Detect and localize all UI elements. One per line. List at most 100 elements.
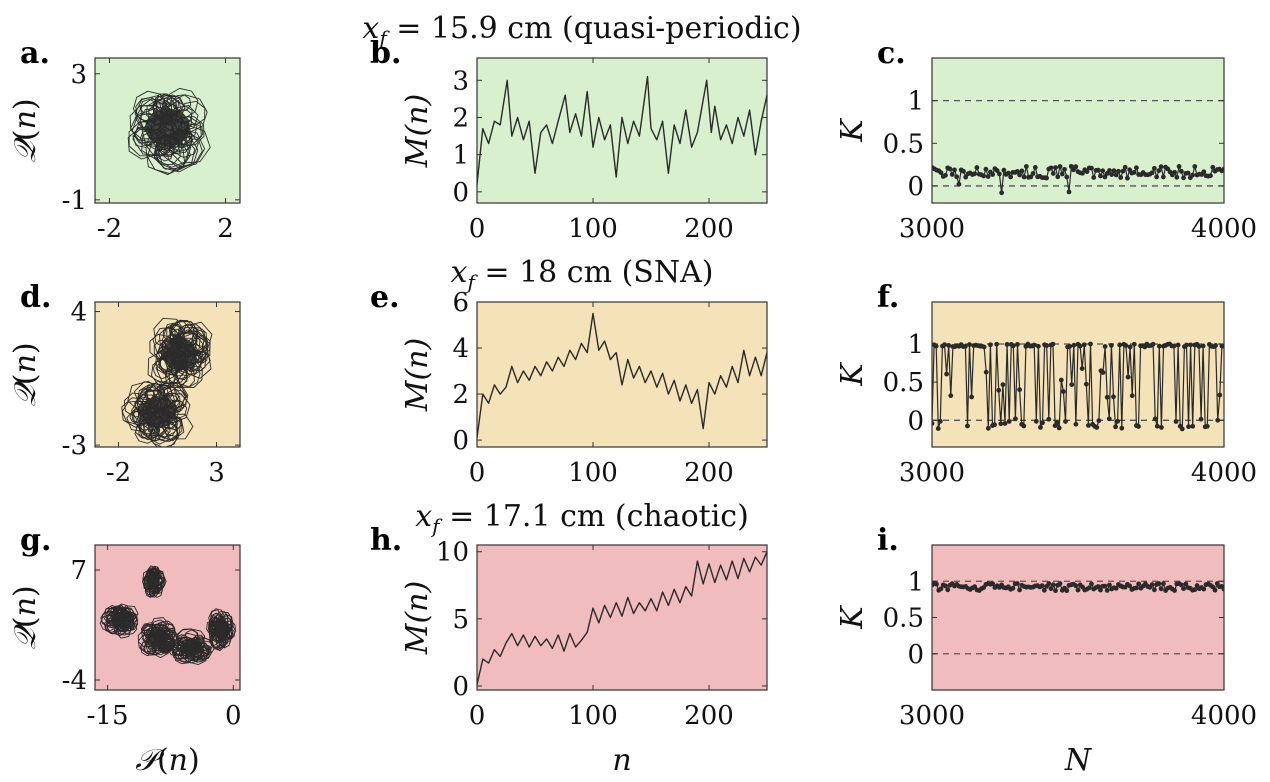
- plot-area: [477, 551, 767, 685]
- y-tick-label: 10: [436, 538, 469, 568]
- x-tick-label: 200: [684, 458, 734, 488]
- y-tick-label: 4: [70, 298, 87, 328]
- k-point: [1104, 587, 1110, 593]
- trajectory-loop: [157, 136, 196, 172]
- y-tick-label: 1: [907, 330, 924, 360]
- x-axis-label: n: [612, 743, 631, 778]
- k-point: [1172, 588, 1177, 593]
- y-tick-label: -4: [62, 666, 87, 696]
- k-point: [1192, 164, 1198, 169]
- plot-area: [932, 341, 1224, 432]
- k-point: [1118, 175, 1124, 180]
- y-axis-label: M(n): [400, 338, 435, 412]
- k-point: [946, 343, 952, 348]
- k-point: [1188, 342, 1194, 348]
- k-point: [1185, 170, 1191, 176]
- k-point: [981, 344, 987, 350]
- k-point: [1136, 424, 1141, 429]
- k-point: [1005, 170, 1011, 176]
- trajectory-loop: [215, 610, 229, 628]
- k-point: [1075, 587, 1081, 593]
- k-point: [1091, 175, 1097, 180]
- y-tick-label: 3: [452, 66, 469, 96]
- k-point: [1107, 168, 1112, 173]
- k-point: [942, 342, 947, 348]
- k-point: [1217, 392, 1223, 398]
- y-axis-label: M(n): [400, 94, 435, 168]
- axes-frame: [94, 544, 241, 691]
- plot-background: [932, 545, 1224, 690]
- k-point: [961, 168, 966, 174]
- k-point: [1201, 586, 1207, 592]
- trajectory-core: [147, 629, 169, 647]
- k-point: [937, 418, 943, 424]
- k-point: [1108, 342, 1114, 348]
- k-point: [1123, 343, 1129, 348]
- k-point: [1069, 382, 1075, 388]
- k-point: [949, 172, 955, 177]
- panel-c: 3000 4000 0 0.5 1 Kc.: [835, 36, 1257, 244]
- k-point: [1176, 164, 1182, 169]
- k-point: [1063, 419, 1068, 424]
- panel-label: g.: [20, 523, 51, 558]
- k-point: [1117, 342, 1123, 348]
- y-tick-label: 0: [907, 406, 924, 436]
- x-tick-label: -2: [97, 214, 122, 244]
- k-point: [972, 171, 978, 177]
- x-tick-label: 3000: [899, 701, 965, 731]
- k-point: [1159, 424, 1164, 430]
- k-point: [1183, 581, 1189, 587]
- k-point: [1073, 583, 1079, 589]
- k-point: [1053, 165, 1058, 171]
- k-point: [1125, 374, 1131, 380]
- panel-label: b.: [370, 36, 401, 71]
- y-tick-label: 2: [452, 103, 469, 133]
- series-line: [477, 551, 767, 685]
- k-point: [1056, 425, 1062, 431]
- x-tick-label: -15: [87, 701, 129, 731]
- k-point: [1019, 168, 1025, 174]
- panel-label: i.: [877, 523, 899, 558]
- k-point: [1054, 420, 1060, 426]
- k-point: [1081, 342, 1087, 348]
- k-point: [1077, 343, 1083, 349]
- k-point: [1050, 171, 1056, 176]
- plot-area: [121, 317, 213, 447]
- k-point: [1041, 587, 1047, 593]
- k-point: [945, 587, 951, 593]
- k-point: [1017, 387, 1022, 393]
- axes-frame: [476, 301, 768, 448]
- k-point: [1094, 425, 1100, 430]
- k-point: [983, 166, 989, 172]
- y-tick-label: 6: [452, 288, 469, 318]
- k-point: [1196, 344, 1202, 349]
- k-point: [1113, 585, 1119, 591]
- k-point: [1079, 366, 1085, 371]
- k-point: [994, 341, 1000, 347]
- panel-d: -2 3 -3 4 𝒬(n) d.: [8, 280, 241, 488]
- chart-title: xf = 15.9 cm (quasi-periodic): [362, 11, 801, 50]
- k-point: [1152, 416, 1158, 422]
- k-point: [1154, 174, 1160, 180]
- k-point: [1006, 418, 1012, 424]
- k-point: [1158, 586, 1164, 592]
- k-point: [1173, 419, 1179, 424]
- k-point: [1158, 164, 1164, 170]
- panel-label: c.: [877, 36, 906, 71]
- k-point: [1015, 341, 1020, 347]
- panel-g: -15 0 -4 7 𝒬(n) 𝒫(n) g.: [8, 523, 242, 778]
- k-point: [1127, 344, 1133, 350]
- k-point: [1122, 164, 1128, 170]
- k-point: [1134, 585, 1139, 591]
- k-point: [1150, 341, 1156, 347]
- trajectory-core: [179, 640, 203, 656]
- trajectory-loop: [195, 350, 208, 364]
- x-tick-label: 200: [684, 214, 734, 244]
- k-point: [1156, 581, 1162, 586]
- k-point: [1083, 381, 1089, 387]
- k-point: [1050, 341, 1056, 347]
- plot-background: [477, 302, 767, 447]
- trajectory-loop: [172, 94, 192, 112]
- k-point: [1115, 418, 1121, 424]
